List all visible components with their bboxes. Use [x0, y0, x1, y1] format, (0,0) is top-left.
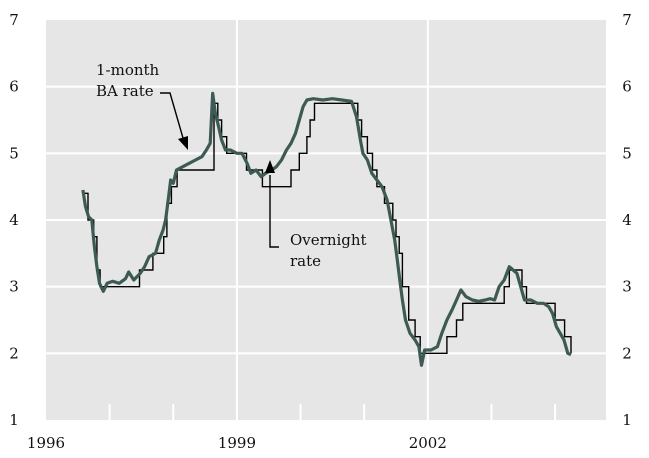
y-tick-label-left: 2: [9, 344, 19, 362]
overnight-rate-annotation: Overnight rate: [265, 160, 367, 270]
y-tick-label-right: 7: [622, 11, 632, 29]
y-tick-label-right: 2: [622, 344, 632, 362]
overnight-rate-annotation-arrowhead: [265, 160, 275, 173]
ba-rate-annotation-leader: [160, 92, 184, 139]
y-tick-label-left: 5: [9, 144, 19, 162]
y-tick-label-left: 1: [9, 411, 19, 429]
x-tick-label: 1999: [218, 434, 256, 452]
y-tick-label-right: 5: [622, 144, 632, 162]
overnight-rate-line: [82, 102, 572, 354]
ba-rate-annotation-line2: BA rate: [96, 82, 154, 100]
ba-rate-line: [81, 91, 572, 367]
x-tick-label: 1996: [27, 434, 65, 452]
y-tick-label-left: 6: [9, 78, 19, 96]
y-tick-label-right: 4: [622, 211, 632, 229]
y-tick-label-right: 3: [622, 278, 632, 296]
x-axis-ticks: [108, 404, 557, 420]
ba-rate-annotation-line1: 1-month: [96, 61, 160, 79]
y-tick-label-left: 3: [9, 278, 19, 296]
x-axis-labels: 1996 1999 2002: [27, 434, 447, 452]
y-tick-label-right: 1: [622, 411, 632, 429]
y-tick-label-left: 7: [9, 11, 19, 29]
y-tick-label-left: 4: [9, 211, 19, 229]
y-axis-right-labels: 1 2 3 4 5 6 7: [622, 11, 632, 429]
y-axis-left-labels: 1 2 3 4 5 6 7: [9, 11, 19, 429]
ba-rate-annotation: 1-month BA rate: [96, 61, 188, 150]
overnight-rate-annotation-line2: rate: [290, 252, 321, 270]
x-tick-label: 2002: [409, 434, 447, 452]
y-tick-label-right: 6: [622, 78, 632, 96]
ba-rate-annotation-arrowhead: [178, 136, 188, 150]
overnight-rate-annotation-leader: [269, 175, 279, 248]
ba-rate-series: [81, 91, 572, 367]
overnight-rate-annotation-line1: Overnight: [290, 231, 367, 249]
overnight-rate-series: [82, 102, 572, 354]
